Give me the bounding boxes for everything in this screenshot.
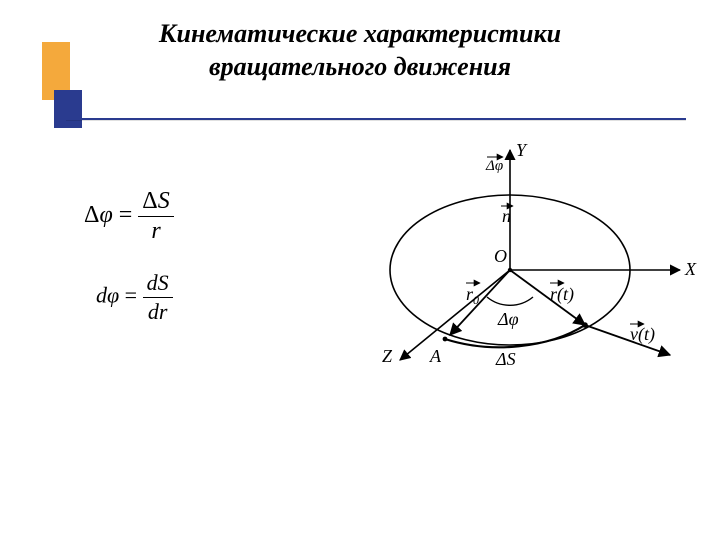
f1-fraction: ΔS r (138, 188, 173, 245)
origin-label: O (494, 246, 507, 266)
f2-fraction: dS dr (143, 270, 173, 325)
page-title: Кинематические характеристики вращательн… (0, 18, 720, 83)
f2-lhs: dφ (96, 283, 119, 308)
f1-delta: Δ (84, 202, 99, 228)
vec-vt (585, 325, 670, 355)
vec-rt-label: r(t) (550, 284, 574, 305)
f2-num: dS (143, 270, 173, 297)
arc-dS-label: ΔS (495, 349, 516, 369)
f1-numS: S (158, 188, 170, 214)
angle-label: Δφ (497, 309, 519, 329)
f1-phi: φ (99, 202, 112, 228)
axis-y-label: Y (516, 140, 528, 160)
f1-numD: Δ (142, 188, 157, 214)
axis-x-label: X (684, 259, 697, 279)
vec-dphi-label: Δφ (485, 158, 503, 174)
deco-blue-block (54, 90, 82, 128)
title-line1: Кинематические характеристики (159, 19, 561, 48)
vec-n-label: n (502, 206, 511, 226)
formula-delta-phi: Δφ = ΔS r (84, 188, 174, 245)
f1-eq: = (119, 202, 139, 228)
axis-z-label: Z (382, 346, 393, 366)
formula-d-phi: dφ = dS dr (96, 270, 173, 325)
f2-den: dr (143, 297, 173, 325)
title-underline (66, 118, 686, 120)
title-line2: вращательного движения (209, 52, 511, 81)
pointA-label: A (429, 346, 442, 366)
rotation-diagram: X Y Δφ O n Z A r0 r(t) v(t) Δφ ΔS (340, 140, 700, 400)
vec-vt-label: v(t) (630, 324, 655, 345)
f1-den: r (138, 216, 173, 245)
f2-eq: = (125, 283, 143, 308)
angle-arc (487, 297, 533, 305)
vec-r0-label: r0 (466, 284, 479, 307)
